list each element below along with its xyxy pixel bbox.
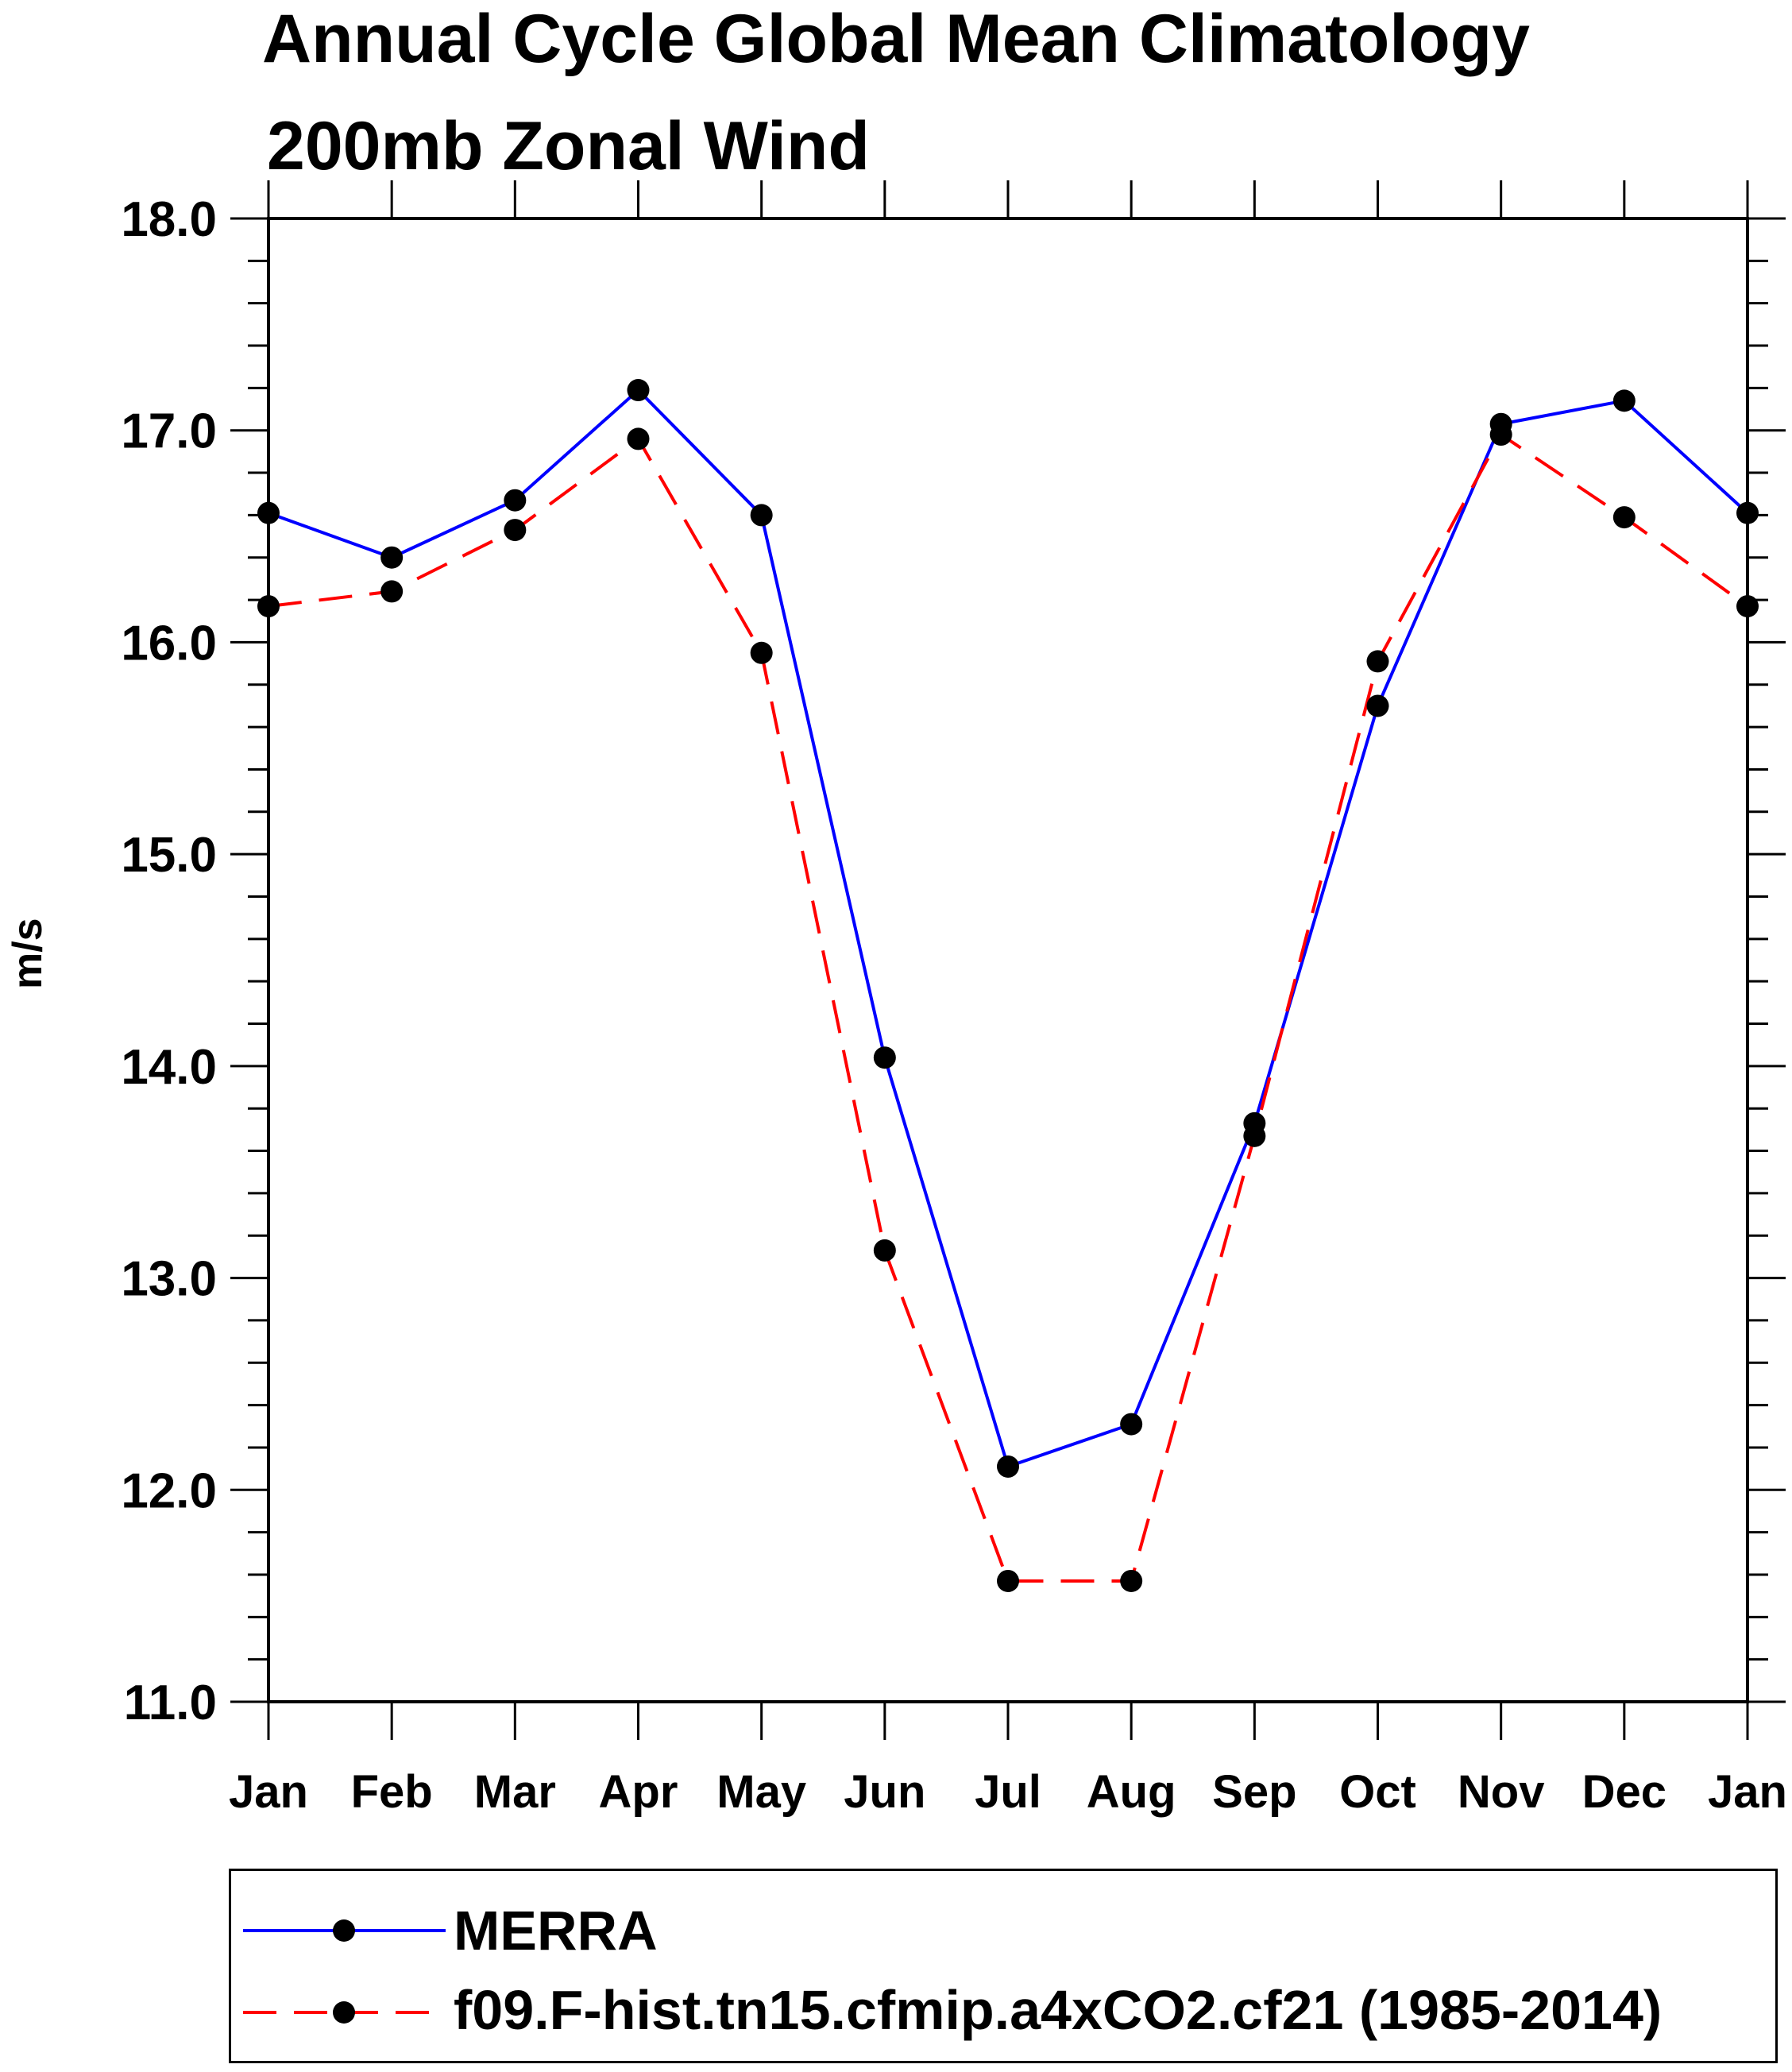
y-tick-label: 18.0 [121, 192, 217, 247]
data-point-series-2 [750, 641, 773, 664]
data-point-series-1 [257, 501, 280, 524]
data-point-series-2 [1489, 423, 1512, 446]
series-line-2 [268, 432, 1749, 1583]
data-point-series-2 [1612, 506, 1636, 529]
legend-label-series-1: MERRA [454, 1900, 658, 1962]
x-tick-label: Nov [1458, 1766, 1545, 1818]
y-tick-label: 15.0 [121, 828, 217, 883]
data-point-series-1 [504, 489, 527, 512]
x-tick-label: Jun [844, 1766, 925, 1818]
x-tick-label: Jan [1708, 1766, 1787, 1818]
x-tick-label: Apr [599, 1766, 678, 1818]
y-tick-label: 11.0 [124, 1676, 217, 1730]
y-tick-label: 12.0 [121, 1463, 217, 1518]
legend-label-series-2: f09.F-hist.tn15.cfmip.a4xCO2.cf21 (1985-… [454, 1979, 1663, 2041]
data-point-series-1 [1366, 694, 1389, 717]
data-point-series-1 [873, 1046, 896, 1069]
y-tick-label: 14.0 [121, 1040, 217, 1095]
line-chart: 11.0 12.0 13.0 14.0 15.0 16.0 17.0 18.0 Jan Feb Ma… [121, 180, 1787, 1818]
x-tick-label: May [716, 1766, 806, 1818]
chart-subtitle: 200mb Zonal Wind [267, 108, 870, 184]
data-point-series-2 [1243, 1124, 1266, 1147]
chart-title: Annual Cycle Global Mean Climatology [261, 1, 1531, 77]
data-point-series-1 [750, 504, 773, 527]
data-point-series-1 [1120, 1413, 1143, 1436]
x-tick-label: Dec [1582, 1766, 1666, 1818]
legend-markers [243, 1919, 446, 2024]
legend: MERRA f09.F-hist.tn15.cfmip.a4xCO2.cf21 … [229, 1869, 1778, 2063]
data-point-series-2 [380, 580, 404, 603]
x-tick-label: Mar [474, 1766, 556, 1818]
data-point-series-1 [1736, 501, 1759, 524]
data-point-series-1 [380, 546, 404, 569]
x-tick-label: Sep [1212, 1766, 1296, 1818]
data-point-series-2 [257, 595, 280, 618]
x-tick-label: Jul [975, 1766, 1041, 1818]
x-tick-label: Feb [351, 1766, 433, 1818]
data-point-series-2 [1120, 1569, 1143, 1592]
data-point-series-2 [627, 427, 650, 450]
data-point-series-1 [1612, 389, 1636, 412]
legend-marker-series-2 [333, 2001, 355, 2024]
data-point-series-2 [1736, 595, 1759, 618]
data-point-series-2 [1366, 650, 1389, 673]
y-tick-label: 13.0 [121, 1252, 217, 1307]
series-line-1 [268, 388, 1749, 1469]
data-point-series-1 [627, 379, 650, 402]
y-tick-label: 16.0 [121, 616, 217, 671]
data-point-series-2 [504, 519, 527, 542]
plot-frame [267, 217, 1749, 1703]
legend-marker-series-1 [333, 1919, 355, 1942]
x-tick-label: Aug [1087, 1766, 1176, 1818]
x-tick-label: Oct [1339, 1766, 1416, 1818]
y-tick-label: 17.0 [121, 404, 217, 459]
x-tick-label: Jan [229, 1766, 308, 1818]
data-point-series-1 [997, 1455, 1019, 1478]
data-point-series-2 [997, 1569, 1019, 1592]
data-point-series-2 [873, 1239, 896, 1262]
